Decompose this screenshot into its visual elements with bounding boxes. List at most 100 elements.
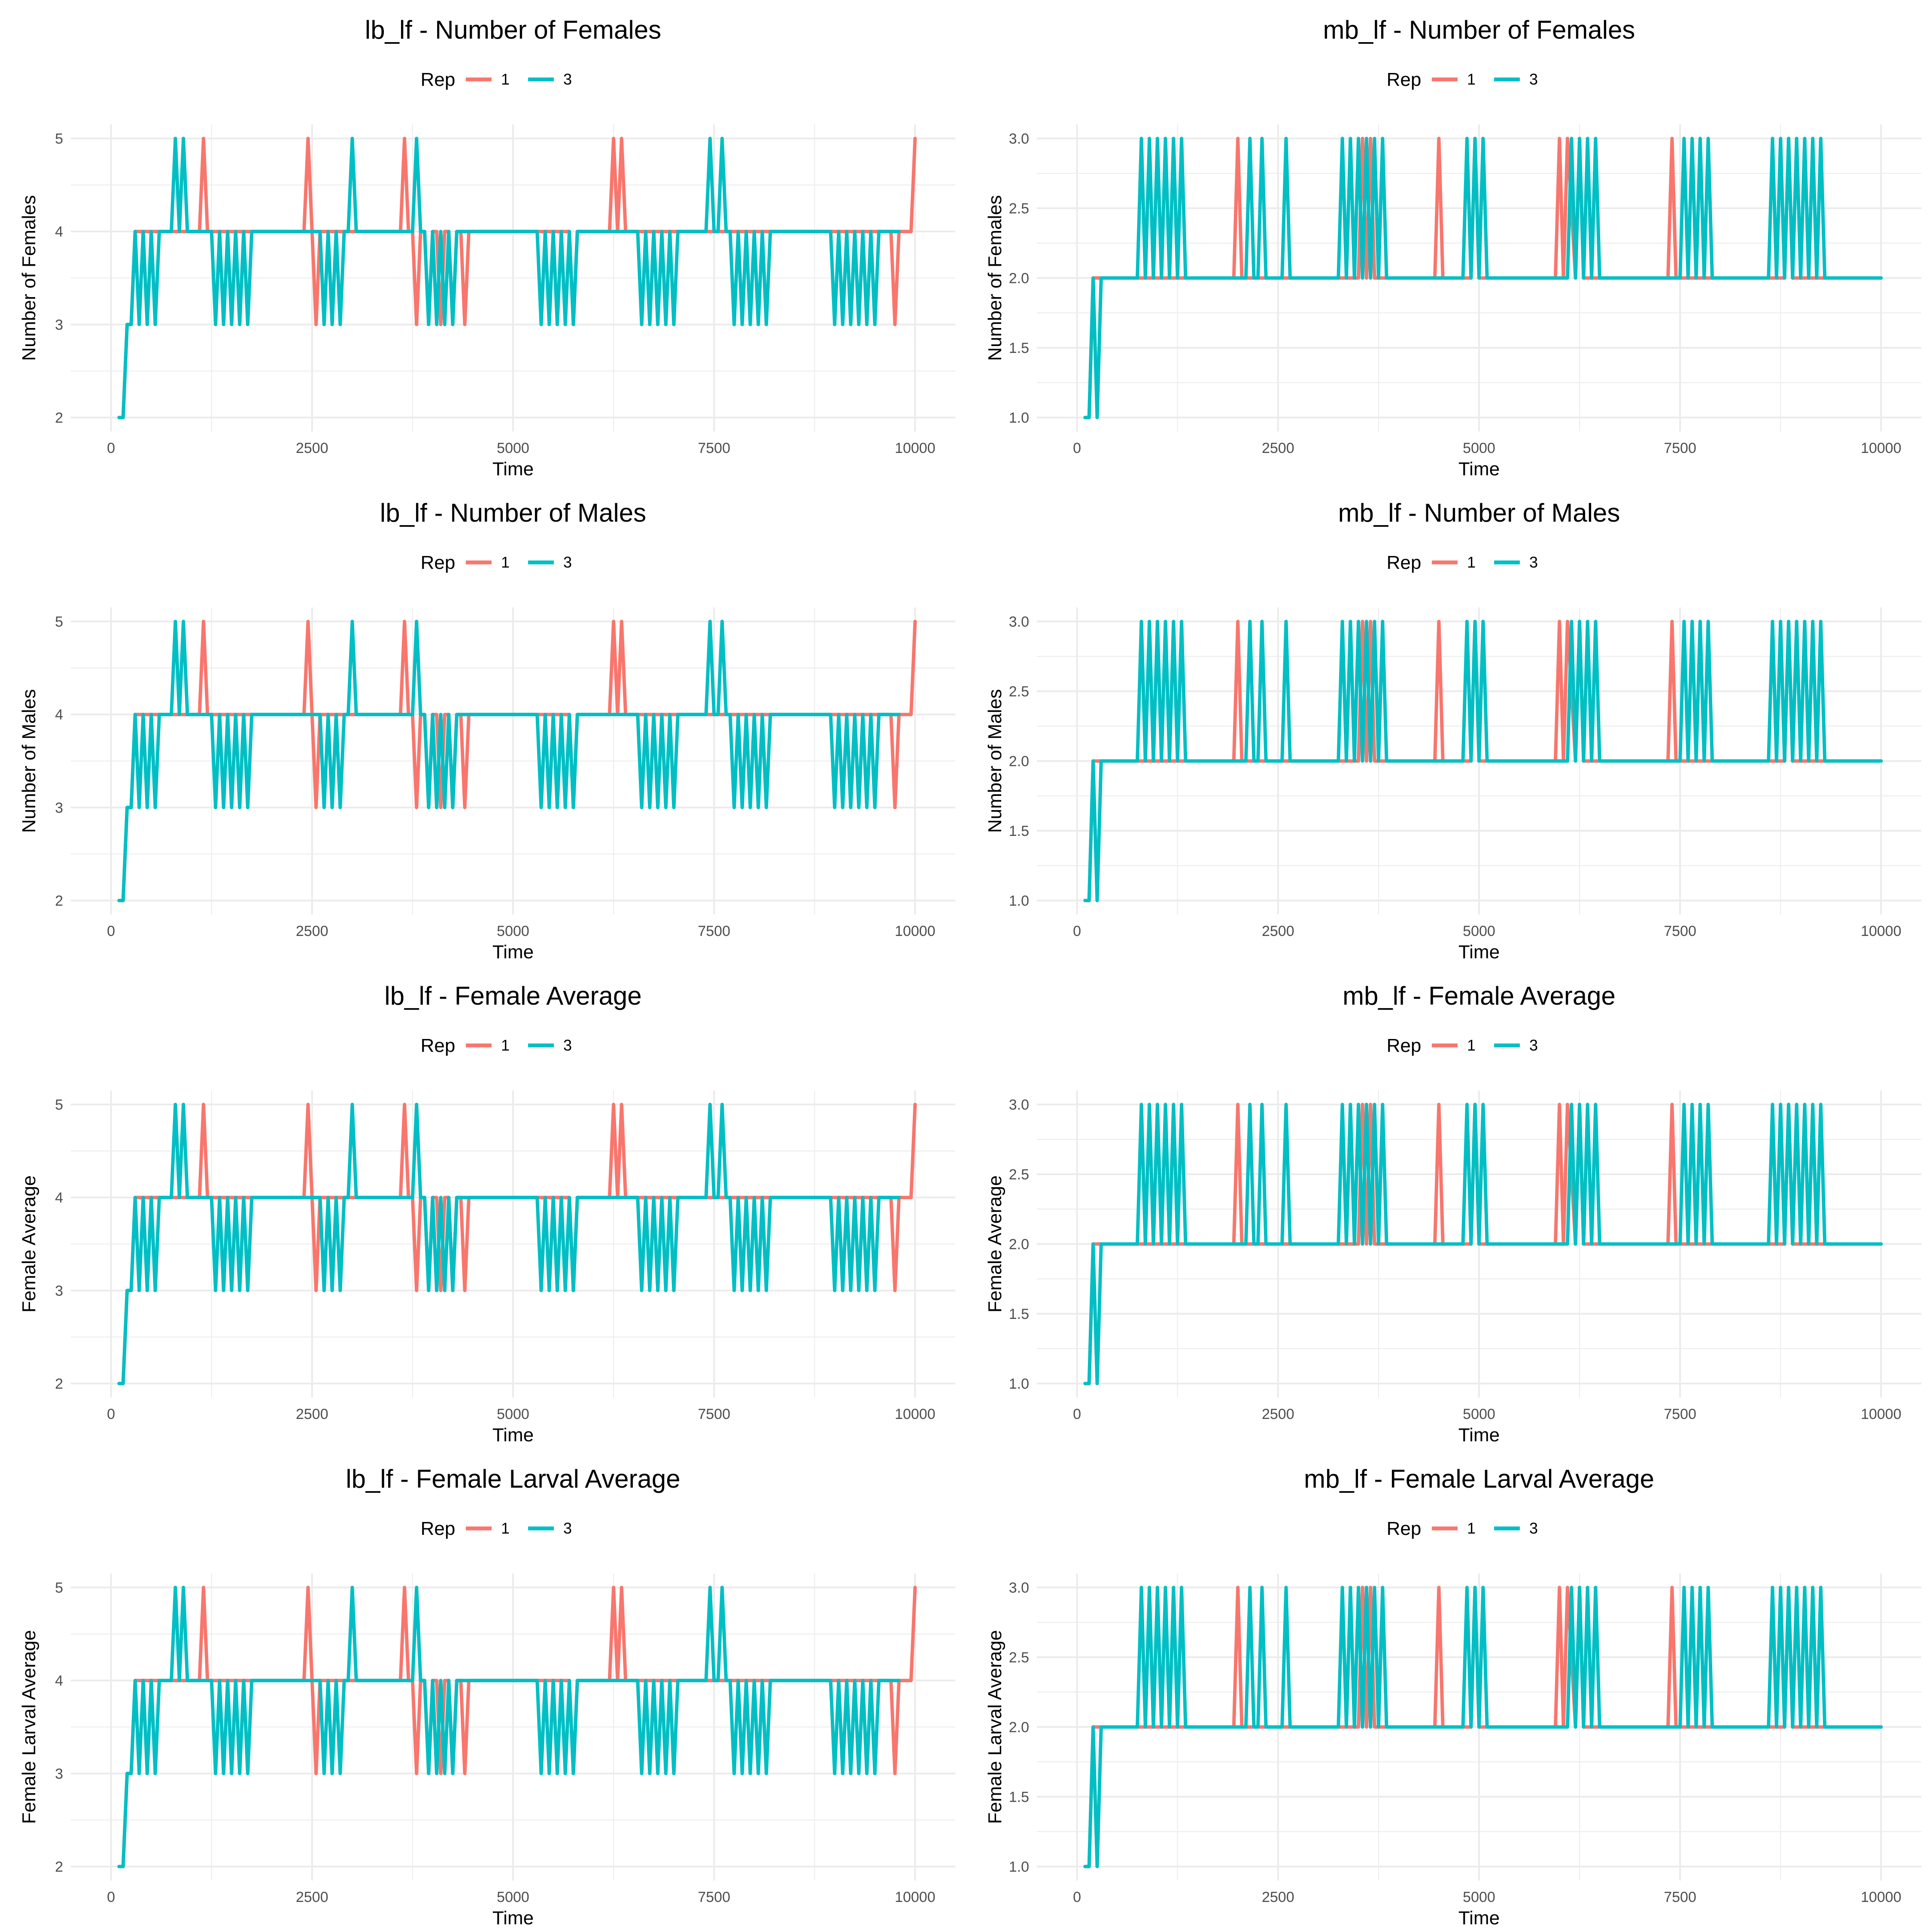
chart-4-y-axis-label: Number of Males	[984, 689, 1005, 833]
chart-7-legend: Rep 1 3	[421, 1518, 572, 1539]
chart-6-ytick-label: 1.5	[1009, 1306, 1029, 1322]
chart-4-xtick-label: 2500	[1262, 923, 1294, 939]
chart-2-legend-title: Rep	[1387, 69, 1422, 90]
chart-3-ytick-label: 4	[55, 707, 63, 723]
chart-7-ytick-label: 5	[55, 1580, 63, 1596]
chart-1-xtick-label: 0	[107, 440, 115, 456]
chart-3-series-3-line	[117, 620, 901, 902]
chart-5-title: lb_lf - Female Average	[384, 981, 641, 1010]
chart-5-y-axis-label: Female Average	[18, 1176, 39, 1313]
chart-5-xtick-label: 2500	[296, 1406, 328, 1422]
chart-1-xtick-label: 5000	[497, 440, 529, 456]
chart-8-ytick-label: 2.5	[1009, 1649, 1029, 1666]
chart-5-xtick-label: 10000	[895, 1406, 936, 1422]
chart-6-legend-title: Rep	[1387, 1035, 1422, 1056]
chart-2-xtick-label: 0	[1073, 440, 1081, 456]
chart-5-legend-label-3: 3	[563, 1036, 572, 1054]
chart-2-ytick-label: 3.0	[1009, 131, 1029, 147]
chart-8-ytick-label: 3.0	[1009, 1580, 1029, 1596]
chart-1-legend: Rep 1 3	[421, 69, 572, 90]
chart-8-series-3-line	[1083, 1586, 1883, 1868]
chart-4-ytick-label: 2.0	[1009, 753, 1029, 770]
chart-6-y-axis-label: Female Average	[984, 1176, 1005, 1313]
chart-6-xtick-label: 5000	[1463, 1406, 1495, 1422]
chart-7-xtick-label: 5000	[497, 1889, 529, 1905]
chart-5-xtick-label: 0	[107, 1406, 115, 1422]
chart-8-xtick-label: 5000	[1463, 1889, 1495, 1905]
chart-4-xtick-label: 7500	[1664, 923, 1696, 939]
chart-4-legend-title: Rep	[1387, 552, 1422, 573]
chart-8-ytick-label: 1.5	[1009, 1789, 1029, 1805]
chart-2-x-axis-label: Time	[1458, 459, 1500, 480]
chart-4-series-3-line	[1083, 620, 1883, 902]
chart-2-ytick-label: 2.0	[1009, 270, 1029, 287]
chart-3-y-axis-label: Number of Males	[18, 689, 39, 833]
chart-4-panel: mb_lf - Number of Males Rep 1 3 0 2500 5000 750…	[984, 498, 1921, 963]
chart-3-ytick-label: 2	[55, 893, 63, 909]
chart-8-ytick-label: 2.0	[1009, 1719, 1029, 1736]
chart-8-title: mb_lf - Female Larval Average	[1304, 1464, 1654, 1493]
chart-6-legend-label-1: 1	[1467, 1036, 1476, 1054]
chart-7-y-axis-label: Female Larval Average	[18, 1630, 39, 1824]
chart-4-legend-label-1: 1	[1467, 553, 1476, 571]
chart-1-xtick-label: 2500	[296, 440, 328, 456]
chart-7-x-axis-label: Time	[492, 1908, 534, 1929]
chart-8-ytick-label: 1.0	[1009, 1859, 1029, 1875]
chart-1-ytick-label: 3	[55, 317, 63, 333]
chart-1-title: lb_lf - Number of Females	[365, 15, 661, 44]
chart-2-ytick-label: 1.5	[1009, 340, 1029, 356]
chart-8-legend-title: Rep	[1387, 1518, 1422, 1539]
chart-8-x-axis-label: Time	[1458, 1908, 1500, 1929]
chart-1-ytick-label: 4	[55, 224, 63, 240]
chart-3-xtick-label: 7500	[698, 923, 730, 939]
chart-6-ytick-label: 2.0	[1009, 1236, 1029, 1253]
chart-3-x-axis-label: Time	[492, 942, 534, 963]
chart-6-title: mb_lf - Female Average	[1343, 981, 1616, 1010]
chart-8-y-axis-label: Female Larval Average	[984, 1630, 1005, 1824]
chart-3-legend-label-1: 1	[501, 553, 510, 571]
chart-4-xtick-label: 5000	[1463, 923, 1495, 939]
chart-1-legend-title: Rep	[421, 69, 456, 90]
chart-5-legend-label-1: 1	[501, 1036, 510, 1054]
chart-6-panel: mb_lf - Female Average Rep 1 3 0 2500 5000 7500…	[984, 981, 1921, 1446]
chart-4-legend-label-3: 3	[1529, 553, 1538, 571]
chart-3-legend: Rep 1 3	[421, 552, 572, 573]
chart-7-title: lb_lf - Female Larval Average	[346, 1464, 680, 1493]
chart-8-legend-label-3: 3	[1529, 1519, 1538, 1537]
chart-2-ytick-label: 2.5	[1009, 200, 1029, 217]
chart-5-ytick-label: 2	[55, 1376, 63, 1392]
chart-2-xtick-label: 5000	[1463, 440, 1495, 456]
chart-3-xtick-label: 5000	[497, 923, 529, 939]
chart-7-ytick-label: 2	[55, 1859, 63, 1875]
chart-6-series-3-line	[1083, 1103, 1883, 1385]
chart-1-ytick-label: 2	[55, 410, 63, 426]
chart-1-panel: lb_lf - Number of Females Rep 1 3 0 2500 5000 7…	[18, 15, 955, 480]
chart-4-ytick-label: 1.5	[1009, 823, 1029, 839]
chart-2-xtick-label: 2500	[1262, 440, 1294, 456]
chart-6-legend: Rep 1 3	[1387, 1035, 1538, 1056]
chart-7-legend-title: Rep	[421, 1518, 456, 1539]
chart-5-ytick-label: 5	[55, 1097, 63, 1113]
chart-6-xtick-label: 2500	[1262, 1406, 1294, 1422]
chart-7-xtick-label: 10000	[895, 1889, 936, 1905]
chart-1-x-axis-label: Time	[492, 459, 534, 480]
chart-4-legend: Rep 1 3	[1387, 552, 1538, 573]
chart-7-ytick-label: 3	[55, 1766, 63, 1782]
chart-7-series-3-line	[117, 1586, 901, 1868]
chart-4-title: mb_lf - Number of Males	[1338, 498, 1620, 527]
chart-5-legend-title: Rep	[421, 1035, 456, 1056]
chart-8-xtick-label: 10000	[1861, 1889, 1902, 1905]
chart-8-panel: mb_lf - Female Larval Average Rep 1 3 0 2500 5…	[984, 1464, 1921, 1929]
chart-8-legend-label-1: 1	[1467, 1519, 1476, 1537]
chart-1-xtick-label: 10000	[895, 440, 936, 456]
chart-2-legend-label-1: 1	[1467, 70, 1476, 88]
chart-5-ytick-label: 4	[55, 1190, 63, 1206]
chart-6-ytick-label: 3.0	[1009, 1097, 1029, 1113]
chart-7-panel: lb_lf - Female Larval Average Rep 1 3 0 2500 5…	[18, 1464, 955, 1929]
chart-3-xtick-label: 2500	[296, 923, 328, 939]
chart-2-legend-label-3: 3	[1529, 70, 1538, 88]
chart-4-ytick-label: 3.0	[1009, 614, 1029, 630]
chart-2-series-3-line	[1083, 137, 1883, 419]
chart-6-ytick-label: 2.5	[1009, 1166, 1029, 1183]
